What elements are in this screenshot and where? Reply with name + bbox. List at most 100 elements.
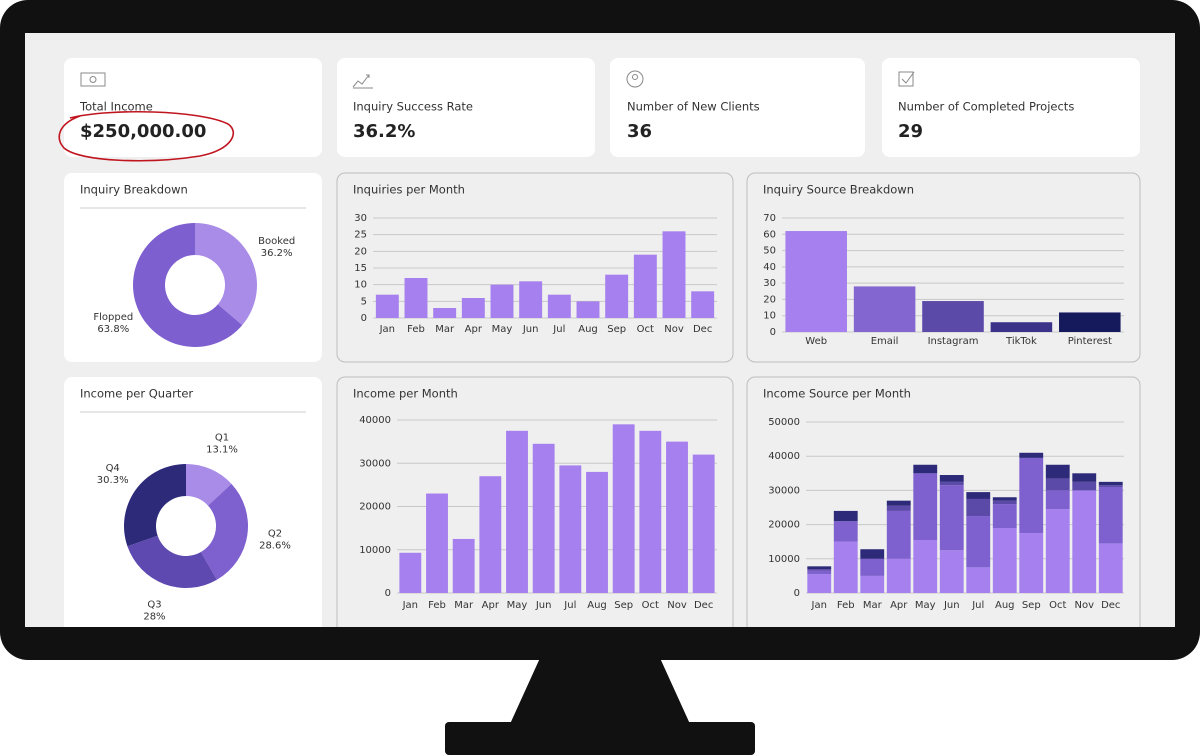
x-tick-label: Instagram <box>928 336 979 347</box>
bar-segment <box>1072 490 1097 593</box>
bar-segment <box>966 516 991 568</box>
y-tick-label: 10000 <box>768 554 800 565</box>
money-icon <box>80 72 106 87</box>
bar-segment <box>966 492 991 499</box>
chart-title: Income per Quarter <box>80 387 193 401</box>
donut-slice <box>195 223 257 326</box>
x-tick-label: Aug <box>995 600 1015 611</box>
slice-label: Flopped <box>93 312 133 323</box>
bar <box>639 430 662 593</box>
bar-segment <box>939 481 964 486</box>
slice-value-label: 63.8% <box>97 324 129 335</box>
bar-segment <box>807 574 832 593</box>
bar-segment <box>1045 490 1070 510</box>
x-tick-label: Apr <box>890 600 908 611</box>
x-tick-label: Jun <box>943 600 960 611</box>
bar-segment <box>833 541 858 593</box>
client-icon <box>626 70 644 88</box>
bar-segment <box>913 464 938 474</box>
monitor-base <box>445 722 755 755</box>
bar <box>404 278 428 318</box>
bar <box>922 301 984 332</box>
y-tick-label: 20 <box>763 294 776 305</box>
x-tick-label: Nov <box>1074 600 1094 611</box>
bar-segment <box>992 500 1017 505</box>
bar <box>633 254 657 318</box>
bar <box>662 231 686 318</box>
bar-segment <box>1045 464 1070 479</box>
bar-segment <box>966 498 991 517</box>
bar-segment <box>939 550 964 593</box>
slice-value-label: 28.6% <box>259 541 291 552</box>
card-value: 29 <box>898 121 923 142</box>
annotation-circle <box>58 110 234 162</box>
chart-title: Inquiries per Month <box>353 183 465 197</box>
y-tick-label: 50000 <box>768 417 800 428</box>
x-tick-label: Pinterest <box>1068 336 1112 347</box>
x-tick-label: Oct <box>642 600 659 611</box>
y-tick-label: 40000 <box>768 451 800 462</box>
bar <box>461 298 485 318</box>
y-tick-label: 0 <box>794 588 800 599</box>
slice-label: Booked <box>258 236 295 247</box>
card-label: Number of New Clients <box>627 100 760 114</box>
bar <box>785 231 847 332</box>
x-tick-label: Mar <box>435 324 455 335</box>
y-tick-label: 40 <box>763 262 776 273</box>
chart-icon <box>352 74 373 89</box>
y-tick-label: 10 <box>763 311 776 322</box>
bar-segment <box>1098 543 1123 593</box>
bar <box>692 454 715 593</box>
slice-value-label: 30.3% <box>97 475 129 486</box>
card-label: Inquiry Success Rate <box>353 100 473 114</box>
x-tick-label: Jan <box>402 600 418 611</box>
bar <box>547 294 571 318</box>
y-tick-label: 70 <box>763 213 776 224</box>
bar-segment <box>1072 473 1097 482</box>
bar <box>375 294 399 318</box>
bar-segment <box>807 569 832 571</box>
bar <box>691 291 715 318</box>
slice-value-label: 28% <box>143 611 165 622</box>
x-tick-label: Feb <box>428 600 446 611</box>
bar-segment <box>939 485 964 551</box>
bar <box>532 443 555 593</box>
bar-segment <box>913 473 938 540</box>
bar <box>990 322 1053 332</box>
y-tick-label: 0 <box>361 313 367 324</box>
x-tick-label: Aug <box>578 324 598 335</box>
x-tick-label: Jan <box>379 324 395 335</box>
x-tick-label: Mar <box>454 600 474 611</box>
chart-title: Income per Month <box>353 387 458 401</box>
bar-segment <box>1019 457 1044 534</box>
bar <box>559 465 582 593</box>
donut-slice <box>132 223 243 347</box>
y-tick-label: 10 <box>354 280 367 291</box>
bar-segment <box>913 539 938 593</box>
bar <box>576 301 600 318</box>
y-tick-label: 60 <box>763 229 776 240</box>
bar-segment <box>992 497 1017 501</box>
bar <box>586 471 608 593</box>
y-tick-label: 25 <box>354 230 367 241</box>
bar-segment <box>1045 509 1070 593</box>
x-tick-label: Jan <box>811 600 827 611</box>
x-tick-label: Oct <box>1049 600 1066 611</box>
y-tick-label: 20000 <box>359 502 391 513</box>
donut-slice <box>186 464 232 506</box>
card-label: Number of Completed Projects <box>898 100 1074 114</box>
x-tick-label: May <box>507 600 528 611</box>
bar <box>605 274 629 318</box>
y-tick-label: 15 <box>354 263 367 274</box>
bar <box>452 538 475 593</box>
x-tick-label: May <box>915 600 936 611</box>
bar-segment <box>886 505 911 511</box>
bar-segment <box>886 510 911 559</box>
x-tick-label: Feb <box>407 324 425 335</box>
bar-segment <box>1019 533 1044 593</box>
card-value: 36 <box>627 121 652 142</box>
x-tick-label: Jul <box>552 324 565 335</box>
bar-segment <box>860 549 885 559</box>
y-tick-label: 0 <box>770 327 776 338</box>
bar-segment <box>992 528 1017 593</box>
